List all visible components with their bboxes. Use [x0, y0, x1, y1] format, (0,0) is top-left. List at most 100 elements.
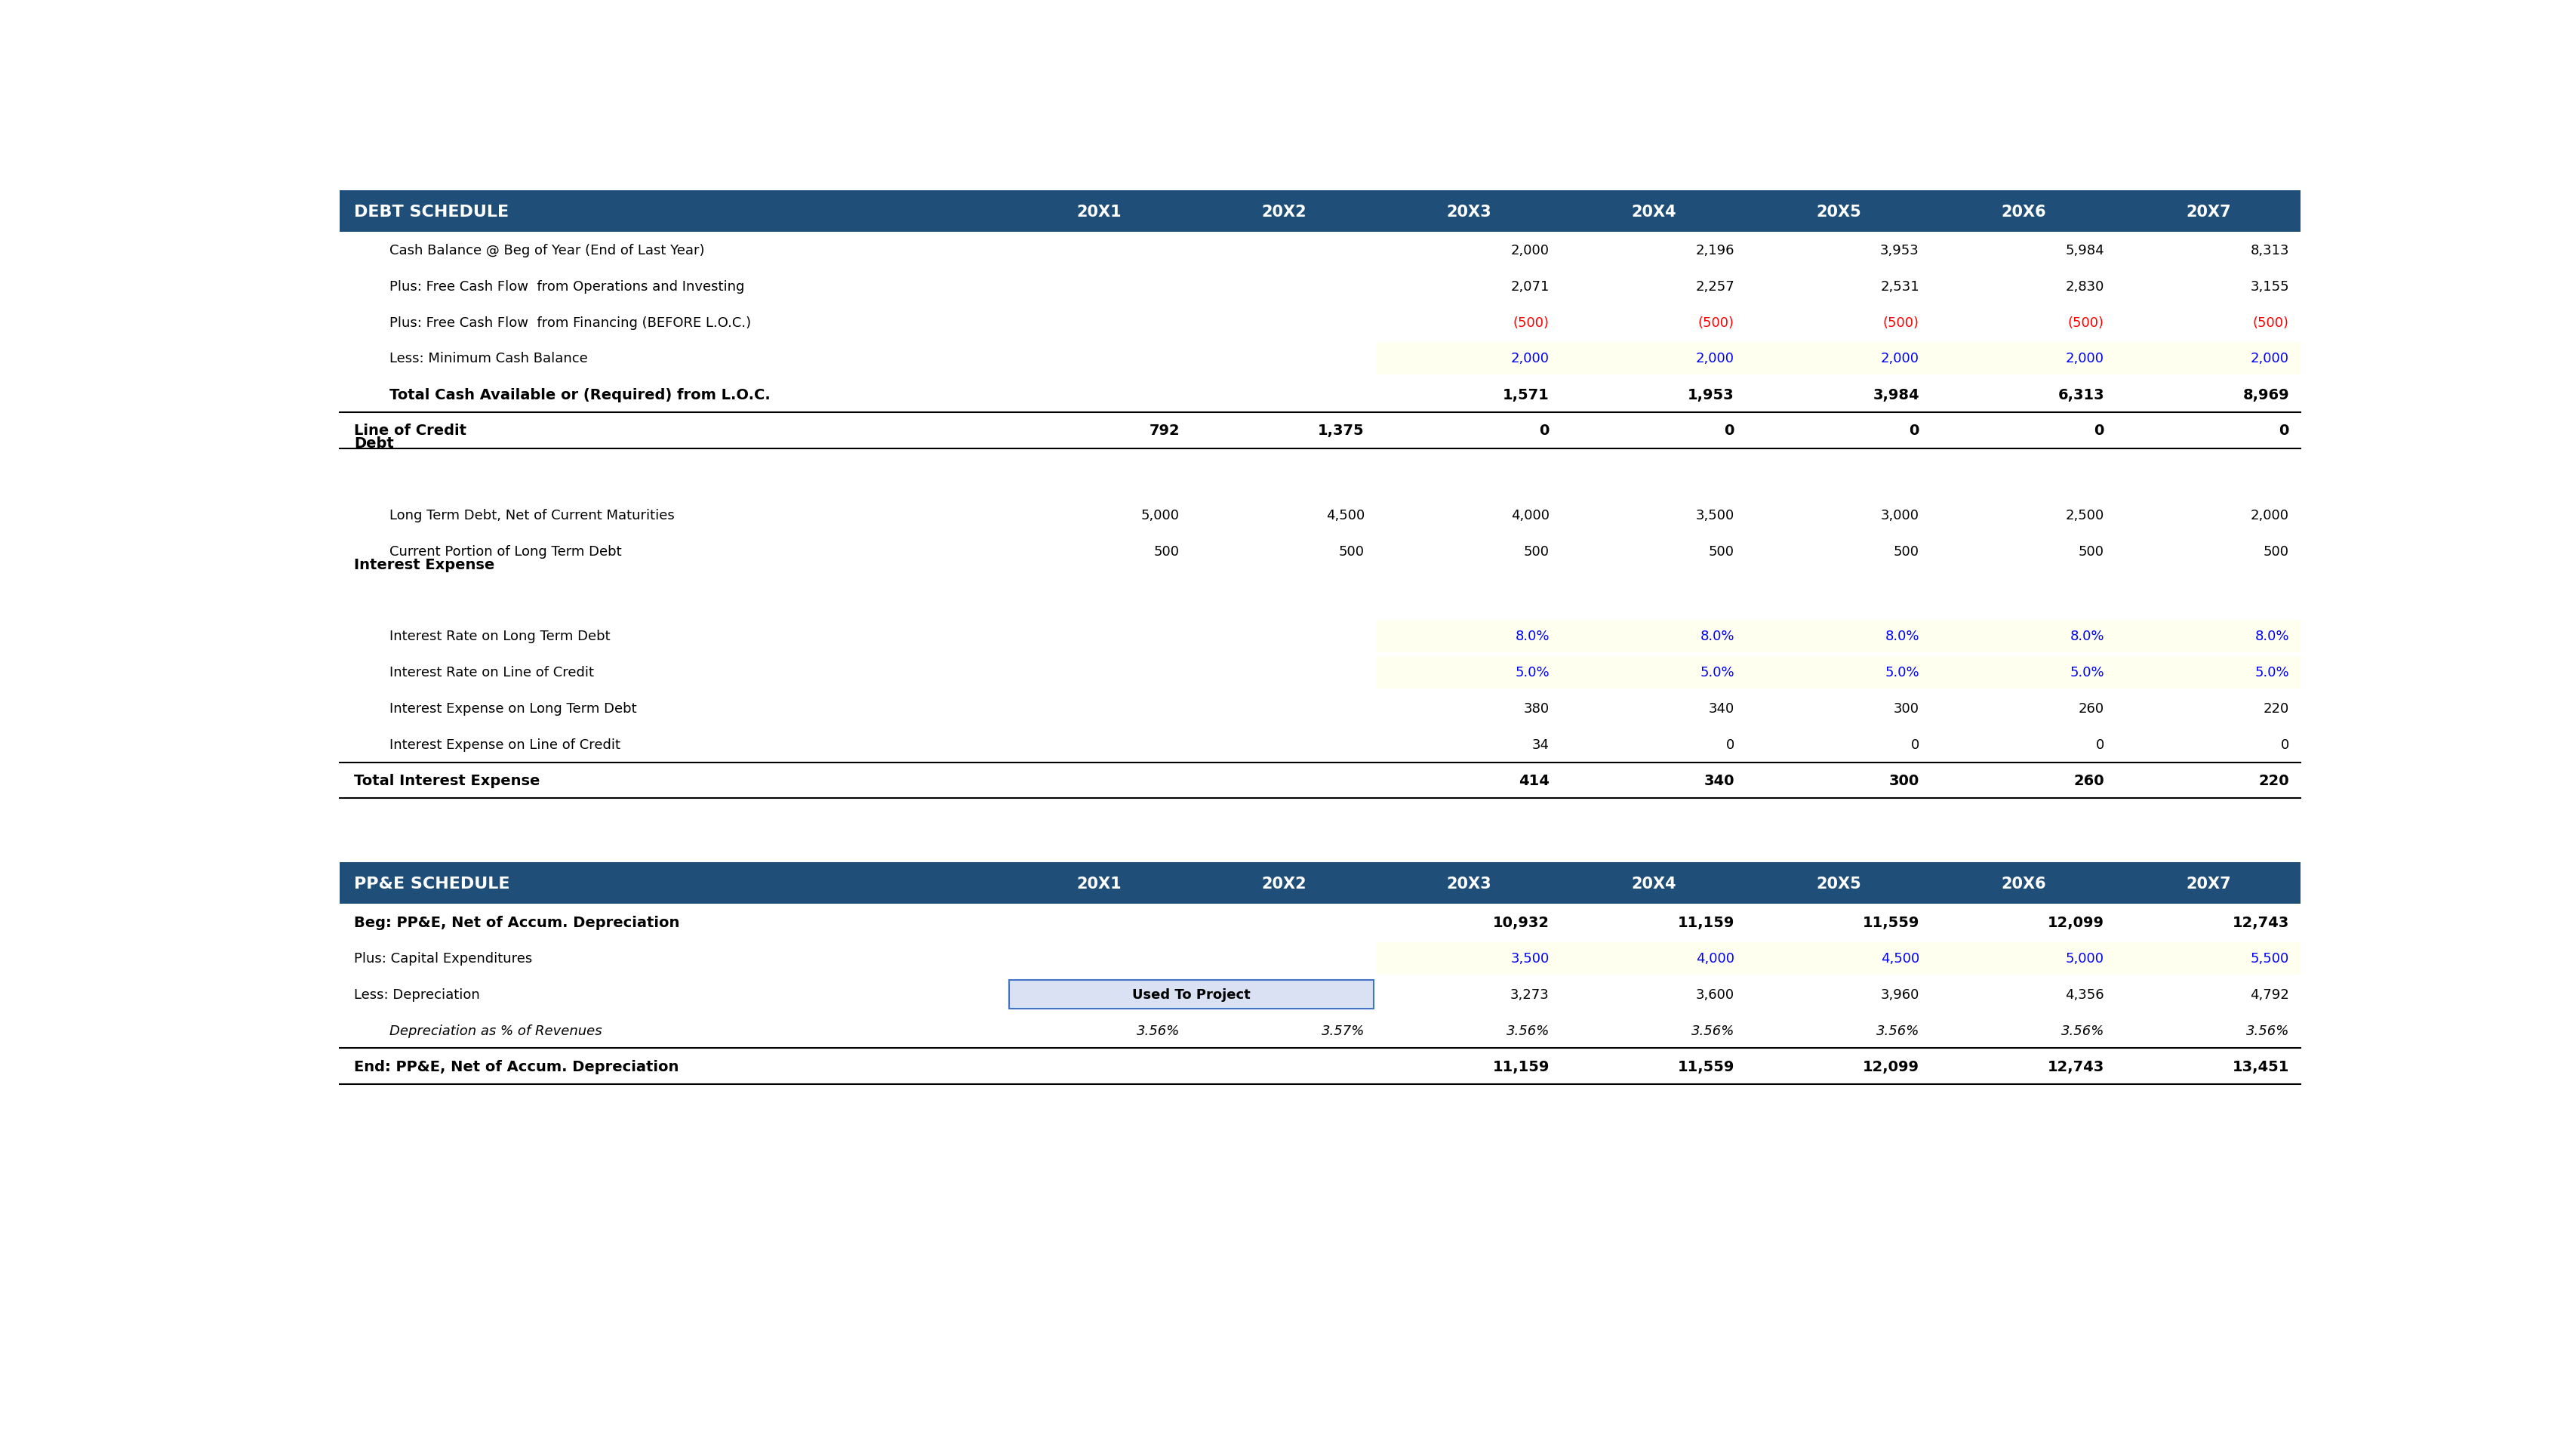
Text: 20X6: 20X6 — [2002, 204, 2045, 220]
Bar — [1376, 620, 2300, 653]
Text: 5.0%: 5.0% — [1886, 666, 1919, 679]
Text: 220: 220 — [2259, 773, 2290, 788]
Text: 792: 792 — [1149, 423, 1180, 438]
Text: Interest Rate on Line of Credit: Interest Rate on Line of Credit — [389, 666, 595, 679]
Text: 500: 500 — [1340, 545, 1365, 558]
Text: Interest Rate on Long Term Debt: Interest Rate on Long Term Debt — [389, 630, 611, 643]
Text: 3,155: 3,155 — [2251, 280, 2290, 293]
Text: 3.56%: 3.56% — [2246, 1023, 2290, 1038]
Bar — [1376, 656, 2300, 689]
Text: 3,000: 3,000 — [1880, 509, 1919, 523]
Text: 20X4: 20X4 — [1631, 876, 1677, 892]
Text: 0: 0 — [2097, 738, 2105, 751]
Text: 3,960: 3,960 — [1880, 987, 1919, 1001]
Text: Line of Credit: Line of Credit — [353, 423, 466, 438]
Bar — [340, 191, 2300, 233]
Text: 3,500: 3,500 — [1695, 509, 1734, 523]
Text: Beg: PP&E, Net of Accum. Depreciation: Beg: PP&E, Net of Accum. Depreciation — [353, 915, 680, 929]
Text: 11,559: 11,559 — [1862, 915, 1919, 929]
Bar — [1376, 342, 2300, 376]
Text: Long Term Debt, Net of Current Maturities: Long Term Debt, Net of Current Maturitie… — [389, 509, 675, 523]
Text: Used To Project: Used To Project — [1133, 987, 1249, 1001]
Text: PP&E SCHEDULE: PP&E SCHEDULE — [353, 876, 510, 892]
Text: 0: 0 — [2280, 423, 2290, 438]
Text: Interest Expense on Line of Credit: Interest Expense on Line of Credit — [389, 738, 621, 751]
Text: 2,500: 2,500 — [2066, 509, 2105, 523]
Bar — [1376, 942, 2300, 974]
Text: 11,559: 11,559 — [1677, 1059, 1734, 1074]
Text: 4,356: 4,356 — [2066, 987, 2105, 1001]
Text: 20X6: 20X6 — [2002, 876, 2045, 892]
Text: 20X7: 20X7 — [2187, 876, 2231, 892]
Text: 4,792: 4,792 — [2249, 987, 2290, 1001]
Text: Cash Balance @ Beg of Year (End of Last Year): Cash Balance @ Beg of Year (End of Last … — [389, 244, 703, 257]
Text: 260: 260 — [2079, 702, 2105, 715]
Text: Plus: Capital Expenditures: Plus: Capital Expenditures — [353, 952, 533, 965]
Text: 4,500: 4,500 — [1327, 509, 1365, 523]
Text: 8.0%: 8.0% — [1700, 630, 1734, 643]
Text: 8.0%: 8.0% — [1515, 630, 1548, 643]
Text: 500: 500 — [1893, 545, 1919, 558]
Text: 4,500: 4,500 — [1880, 952, 1919, 965]
Text: 20X1: 20X1 — [1077, 876, 1121, 892]
Text: (500): (500) — [2254, 316, 2290, 329]
Text: 380: 380 — [1525, 702, 1548, 715]
Text: 34: 34 — [1533, 738, 1548, 751]
Text: (500): (500) — [1512, 316, 1548, 329]
Text: Depreciation as % of Revenues: Depreciation as % of Revenues — [389, 1023, 603, 1038]
Text: 3.56%: 3.56% — [2061, 1023, 2105, 1038]
Text: 3.57%: 3.57% — [1321, 1023, 1365, 1038]
Text: 414: 414 — [1520, 773, 1548, 788]
Text: 20X5: 20X5 — [1816, 876, 1860, 892]
Text: 0: 0 — [1909, 423, 1919, 438]
Text: 3.56%: 3.56% — [1875, 1023, 1919, 1038]
Text: 1,571: 1,571 — [1502, 387, 1548, 402]
Text: 260: 260 — [2074, 773, 2105, 788]
Text: 3,273: 3,273 — [1510, 987, 1548, 1001]
Text: 2,196: 2,196 — [1695, 244, 1734, 257]
Text: 1,375: 1,375 — [1319, 423, 1365, 438]
Text: 20X3: 20X3 — [1445, 876, 1492, 892]
Text: 5,984: 5,984 — [2066, 244, 2105, 257]
Text: (500): (500) — [1883, 316, 1919, 329]
Text: Total Cash Available or (Required) from L.O.C.: Total Cash Available or (Required) from … — [389, 387, 770, 402]
Text: 3,600: 3,600 — [1695, 987, 1734, 1001]
Text: 2,000: 2,000 — [1512, 244, 1548, 257]
Text: 5,000: 5,000 — [1141, 509, 1180, 523]
Text: 12,099: 12,099 — [2048, 915, 2105, 929]
Text: 0: 0 — [1911, 738, 1919, 751]
Text: 5,000: 5,000 — [2066, 952, 2105, 965]
Text: 11,159: 11,159 — [1492, 1059, 1548, 1074]
Text: 5.0%: 5.0% — [1700, 666, 1734, 679]
Text: 8,313: 8,313 — [2251, 244, 2290, 257]
Text: Total Interest Expense: Total Interest Expense — [353, 773, 541, 788]
Text: (500): (500) — [1698, 316, 1734, 329]
Text: 0: 0 — [2094, 423, 2105, 438]
Text: 11,159: 11,159 — [1677, 915, 1734, 929]
Text: 12,099: 12,099 — [1862, 1059, 1919, 1074]
Text: 8.0%: 8.0% — [2254, 630, 2290, 643]
Text: End: PP&E, Net of Accum. Depreciation: End: PP&E, Net of Accum. Depreciation — [353, 1059, 680, 1074]
Text: 2,830: 2,830 — [2066, 280, 2105, 293]
Text: 5.0%: 5.0% — [1515, 666, 1548, 679]
Text: 340: 340 — [1703, 773, 1734, 788]
Text: Plus: Free Cash Flow  from Operations and Investing: Plus: Free Cash Flow from Operations and… — [389, 280, 744, 293]
Text: 20X2: 20X2 — [1262, 876, 1306, 892]
Text: 6,313: 6,313 — [2058, 387, 2105, 402]
Text: 2,000: 2,000 — [1512, 353, 1548, 366]
Text: 2,071: 2,071 — [1510, 280, 1548, 293]
Text: 500: 500 — [2264, 545, 2290, 558]
Text: Less: Minimum Cash Balance: Less: Minimum Cash Balance — [389, 353, 587, 366]
Text: 2,000: 2,000 — [1695, 353, 1734, 366]
Text: 5,500: 5,500 — [2251, 952, 2290, 965]
Text: 20X7: 20X7 — [2187, 204, 2231, 220]
Text: 20X4: 20X4 — [1631, 204, 1677, 220]
Text: 8.0%: 8.0% — [2071, 630, 2105, 643]
Text: 12,743: 12,743 — [2233, 915, 2290, 929]
Text: 20X2: 20X2 — [1262, 204, 1306, 220]
Text: 20X1: 20X1 — [1077, 204, 1121, 220]
Text: 3.56%: 3.56% — [1690, 1023, 1734, 1038]
Text: Current Portion of Long Term Debt: Current Portion of Long Term Debt — [389, 545, 621, 558]
Text: 1,953: 1,953 — [1687, 387, 1734, 402]
Text: Debt: Debt — [353, 436, 394, 451]
